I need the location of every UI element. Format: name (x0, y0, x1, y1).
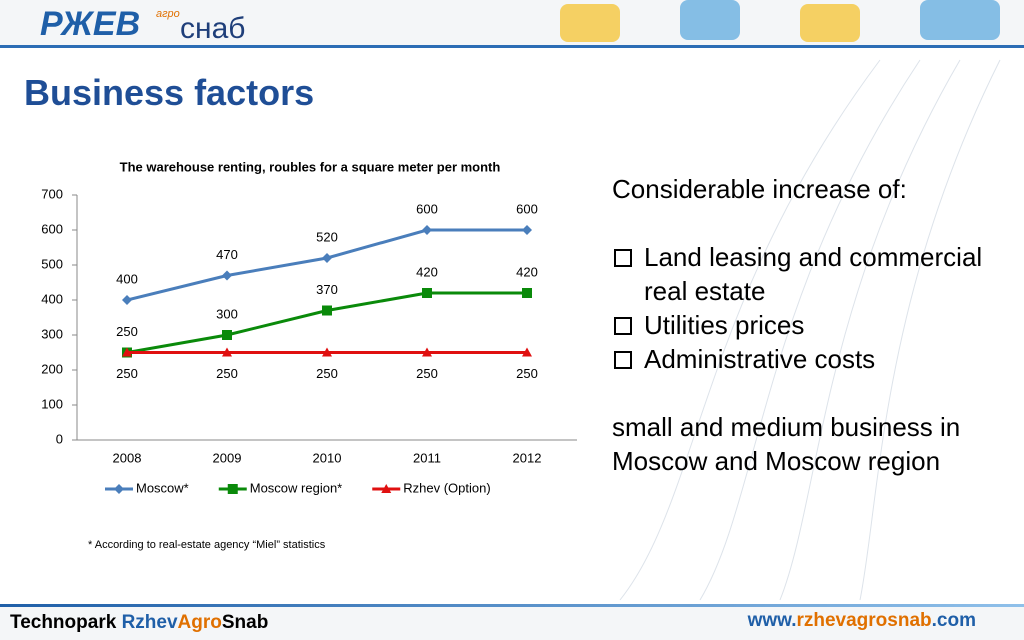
footer-bar (0, 607, 1024, 640)
x-tick-label: 2008 (113, 450, 142, 465)
data-label: 400 (116, 271, 138, 286)
legend-marker (381, 484, 392, 493)
data-label: 250 (516, 366, 538, 381)
legend-marker (227, 484, 238, 494)
line-decor (619, 59, 1001, 601)
y-tick-label: 500 (41, 256, 63, 271)
footer-text: .com (931, 610, 976, 631)
data-label: 250 (116, 324, 138, 339)
data-label: 470 (216, 247, 238, 262)
footer-left: Technopark RzhevAgroSnab (10, 612, 268, 634)
x-tick-label: 2009 (213, 450, 242, 465)
y-tick-label: 300 (41, 326, 63, 341)
chart-title: The warehouse renting, roubles for a squ… (120, 159, 501, 174)
footer-rule (0, 604, 1024, 607)
puzzle-decor (560, 0, 1000, 42)
legend-label: Rzhev (Option) (403, 480, 490, 495)
footer-text: Technopark (10, 612, 122, 633)
data-label: 370 (316, 282, 338, 297)
y-tick-label: 700 (41, 186, 63, 201)
footer-right: www.rzhevagrosnab.com (748, 610, 976, 632)
footer-text: Rzhev (121, 612, 178, 633)
logo-right: снаб (180, 12, 245, 45)
data-point (222, 347, 232, 357)
data-label: 250 (316, 366, 338, 381)
data-point (522, 225, 532, 235)
bullet-list: Land leasing and commercial real estate … (612, 240, 1022, 376)
logo-small: агро (156, 8, 180, 20)
data-label: 300 (216, 306, 238, 321)
data-point (322, 347, 332, 357)
data-label: 420 (416, 264, 438, 279)
x-tick-label: 2010 (313, 450, 342, 465)
text-block: Considerable increase of: Land leasing a… (612, 172, 1022, 478)
legend-label: Moscow region* (250, 480, 343, 495)
chart: The warehouse renting, roubles for a squ… (41, 159, 577, 551)
x-tick-label: 2012 (513, 450, 542, 465)
header-rule (0, 45, 1024, 48)
y-tick-label: 400 (41, 291, 63, 306)
data-point (122, 347, 132, 357)
data-point (522, 288, 532, 298)
footnote: * According to real-estate agency “Miel”… (88, 539, 326, 551)
footer-text: www. (747, 610, 797, 631)
bullet: Utilities prices (612, 308, 1022, 342)
data-point (422, 347, 432, 357)
footer-text: rzhevagrosnab (796, 610, 932, 631)
legend-label: Moscow* (136, 480, 189, 495)
data-label: 600 (416, 201, 438, 216)
bullet: Administrative costs (612, 342, 1022, 376)
data-point (322, 253, 332, 263)
legend-marker (114, 484, 124, 494)
data-label: 250 (416, 366, 438, 381)
slide-title: Business factors (24, 72, 315, 113)
data-point (222, 270, 232, 281)
logo-left: РЖЕВ (40, 5, 140, 43)
data-point (222, 330, 232, 340)
outro: small and medium business in Moscow and … (612, 412, 961, 476)
y-tick-label: 200 (41, 361, 63, 376)
y-tick-label: 600 (41, 221, 63, 236)
data-point (522, 347, 532, 357)
footer-text: Agro (177, 612, 222, 633)
bullet: Land leasing and commercial real estate (612, 240, 1022, 308)
footer-text: Snab (221, 612, 269, 633)
y-tick-label: 0 (56, 431, 63, 446)
data-point (322, 305, 332, 316)
data-label: 600 (516, 201, 538, 216)
data-label: 520 (316, 229, 338, 244)
data-point (122, 295, 132, 305)
y-tick-label: 100 (41, 396, 63, 411)
data-label: 250 (116, 366, 138, 381)
series-line (126, 291, 527, 354)
x-tick-label: 2011 (413, 450, 441, 465)
data-point (422, 225, 432, 235)
intro: Considerable increase of: (612, 174, 907, 204)
data-label: 250 (216, 366, 238, 381)
data-point (422, 288, 432, 298)
data-label: 420 (516, 264, 538, 279)
